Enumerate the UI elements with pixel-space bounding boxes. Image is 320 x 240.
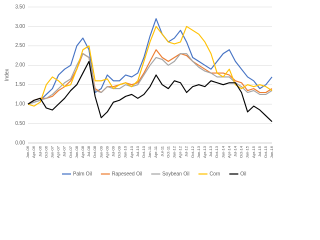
series-line <box>27 53 273 105</box>
x-tick-label: Jul-08 <box>86 145 91 157</box>
x-tick-label: Apr-15 <box>251 145 256 158</box>
x-tick-label: Jan-12 <box>171 145 176 158</box>
x-tick-label: Jan-09 <box>98 145 103 158</box>
x-tick-label: Jul-11 <box>159 145 164 156</box>
legend-label: Palm Oil <box>73 171 92 177</box>
x-tick-label: Oct-13 <box>214 145 219 158</box>
legend-label: Corn <box>209 171 220 177</box>
x-tick-label: Jan-07 <box>49 145 54 158</box>
x-tick-label: Oct-15 <box>263 145 268 158</box>
x-tick-label: Jul-14 <box>232 145 237 157</box>
x-tick-label: Oct-08 <box>92 145 97 158</box>
x-tick-label: Jul-07 <box>62 145 67 157</box>
y-tick-label: 1.50 <box>15 82 25 88</box>
x-tick-label: Jul-12 <box>184 145 189 157</box>
x-tick-label: Apr-13 <box>202 145 207 158</box>
x-tick-label: Jul-06 <box>37 145 42 157</box>
x-tick-label: Oct-14 <box>239 145 244 158</box>
x-tick-label: Apr-08 <box>80 145 85 158</box>
chart: Index 0.00 0.50 1.00 1.50 2.00 2.50 3.00 3.50 Ja… <box>4 4 274 177</box>
x-tick-label: Jan-13 <box>196 145 201 158</box>
x-tick-label: Jan-08 <box>74 145 79 158</box>
x-tick-label: Jan-10 <box>123 145 128 158</box>
x-tick-label: Jul-09 <box>110 145 115 157</box>
y-tick-label: 3.00 <box>15 24 25 30</box>
y-tick-label: 2.50 <box>15 43 25 49</box>
y-axis-label: Index <box>4 68 10 81</box>
x-tick-label: Oct-12 <box>190 145 195 158</box>
x-tick-label: Apr-14 <box>226 145 231 158</box>
series-line <box>27 18 273 105</box>
x-tick-label: Oct-11 <box>165 145 170 157</box>
x-tick-label: Jan-14 <box>220 145 225 158</box>
y-tick-label: 3.50 <box>15 4 25 10</box>
x-tick-label: Jul-15 <box>257 145 262 157</box>
legend-label: Oil <box>240 171 246 177</box>
x-tick-label: Jan-15 <box>245 145 250 158</box>
legend-label: Rapeseed Oil <box>112 171 142 177</box>
x-tick-label: Oct-09 <box>117 145 122 158</box>
x-tick-label: Jul-13 <box>208 145 213 157</box>
x-tick-label: Apr-11 <box>153 145 158 157</box>
series-line <box>27 60 273 123</box>
x-tick-label: Apr-10 <box>129 145 134 158</box>
x-tick-label: Apr-07 <box>56 145 61 158</box>
x-tick-label: Apr-06 <box>31 145 36 158</box>
y-tick-label: 0.00 <box>15 140 25 146</box>
x-tick-label: Apr-09 <box>104 145 109 158</box>
x-tick-label: Oct-07 <box>68 145 73 158</box>
y-tick-label: 0.50 <box>15 121 25 127</box>
x-tick-label: Jan-16 <box>269 145 274 158</box>
x-tick-label: Oct-10 <box>141 145 146 158</box>
series-line <box>27 49 273 105</box>
x-tick-label: Oct-06 <box>43 145 48 158</box>
series-line <box>27 25 273 107</box>
x-tick-label: Jan-06 <box>25 145 30 158</box>
x-tick-label: Apr-12 <box>178 145 183 158</box>
y-tick-label: 1.00 <box>15 101 25 107</box>
x-tick-label: Jan-11 <box>147 145 152 158</box>
y-tick-label: 2.00 <box>15 63 25 69</box>
x-tick-label: Jul-10 <box>135 145 140 157</box>
legend-label: Soybean Oil <box>162 171 189 177</box>
